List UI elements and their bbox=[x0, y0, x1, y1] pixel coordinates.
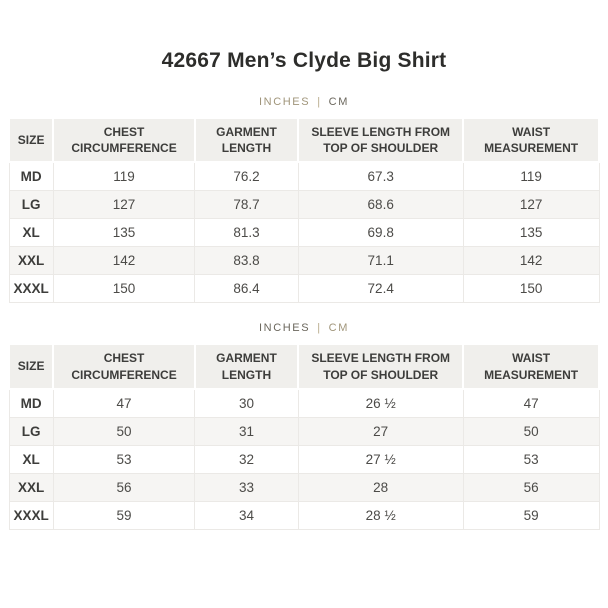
value-cell: 72.4 bbox=[297, 274, 464, 304]
header-cell: WAIST MEASUREMENT bbox=[462, 343, 600, 390]
cm-option[interactable]: CM bbox=[328, 96, 349, 108]
size-cell: XXXL bbox=[8, 500, 54, 530]
header-cell: SIZE bbox=[7, 116, 55, 164]
size-cell: MD bbox=[8, 388, 54, 418]
value-cell: 150 bbox=[52, 274, 196, 304]
value-cell: 127 bbox=[52, 190, 196, 220]
value-cell: 81.3 bbox=[194, 218, 299, 248]
inches-option[interactable]: INCHES bbox=[259, 322, 311, 335]
value-cell: 83.8 bbox=[194, 246, 299, 276]
header-cell: CHEST CIRCUMFERENCE bbox=[52, 116, 196, 164]
value-cell: 135 bbox=[52, 218, 196, 248]
value-cell: 50 bbox=[462, 416, 600, 446]
size-cell: XXL bbox=[8, 246, 54, 276]
header-cell: SLEEVE LENGTH FROM TOP OF SHOULDER bbox=[297, 116, 465, 164]
value-cell: 71.1 bbox=[297, 246, 464, 276]
table-row: XXXL 150 86.4 72.4 150 bbox=[8, 274, 600, 304]
cm-option[interactable]: CM bbox=[328, 322, 349, 335]
toggle-separator: | bbox=[317, 96, 322, 108]
size-chart-table-cm: SIZE CHEST CIRCUMFERENCE GARMENT LENGTH SLE… bbox=[7, 116, 600, 304]
header-cell: GARMENT LENGTH bbox=[193, 343, 300, 390]
value-cell: 27 ½ bbox=[297, 444, 464, 474]
value-cell: 69.8 bbox=[297, 218, 464, 248]
size-cell: XL bbox=[8, 444, 54, 474]
toggle-separator: | bbox=[317, 322, 322, 335]
value-cell: 28 ½ bbox=[297, 500, 464, 530]
table-row: XL 53 32 27 ½ 53 bbox=[8, 444, 600, 474]
value-cell: 142 bbox=[52, 246, 196, 276]
value-cell: 86.4 bbox=[194, 274, 299, 304]
table-row: LG 50 31 27 50 bbox=[8, 416, 600, 446]
value-cell: 31 bbox=[194, 416, 299, 446]
value-cell: 119 bbox=[462, 161, 600, 192]
value-cell: 59 bbox=[52, 500, 196, 530]
value-cell: 142 bbox=[462, 246, 600, 276]
header-cell: SIZE bbox=[7, 343, 55, 390]
table-row: LG 127 78.7 68.6 127 bbox=[8, 190, 600, 220]
unit-toggle-cm-table: INCHES | CM bbox=[8, 96, 600, 108]
value-cell: 59 bbox=[462, 500, 600, 530]
value-cell: 27 bbox=[297, 416, 464, 446]
size-chart-page: 42667 Men’s Clyde Big Shirt INCHES | CM SI… bbox=[7, 49, 600, 530]
inches-option[interactable]: INCHES bbox=[259, 96, 311, 108]
value-cell: 119 bbox=[52, 161, 196, 192]
value-cell: 50 bbox=[52, 416, 196, 446]
size-cell: MD bbox=[8, 161, 54, 192]
value-cell: 67.3 bbox=[297, 161, 464, 192]
value-cell: 32 bbox=[194, 444, 299, 474]
header-cell: CHEST CIRCUMFERENCE bbox=[52, 343, 196, 390]
unit-toggle-inches-table: INCHES | CM bbox=[8, 322, 600, 334]
size-cell: XXXL bbox=[8, 274, 54, 304]
size-cell: XL bbox=[8, 218, 54, 248]
value-cell: 127 bbox=[462, 190, 600, 220]
value-cell: 56 bbox=[52, 472, 196, 502]
value-cell: 34 bbox=[194, 500, 299, 530]
header-row: SIZE CHEST CIRCUMFERENCE GARMENT LENGTH SLE… bbox=[7, 343, 600, 390]
value-cell: 53 bbox=[462, 444, 600, 474]
size-cell: XXL bbox=[8, 472, 54, 502]
size-cell: LG bbox=[8, 190, 54, 220]
table-row: XXL 142 83.8 71.1 142 bbox=[8, 246, 600, 276]
value-cell: 30 bbox=[194, 388, 299, 418]
value-cell: 53 bbox=[52, 444, 196, 474]
header-cell: GARMENT LENGTH bbox=[193, 116, 300, 164]
table-row: MD 119 76.2 67.3 119 bbox=[8, 161, 600, 192]
value-cell: 135 bbox=[462, 218, 600, 248]
page-title: 42667 Men’s Clyde Big Shirt bbox=[161, 49, 447, 72]
value-cell: 28 bbox=[297, 472, 464, 502]
table-row: XXXL 59 34 28 ½ 59 bbox=[8, 500, 600, 530]
value-cell: 78.7 bbox=[194, 190, 299, 220]
size-chart-table-inches: SIZE CHEST CIRCUMFERENCE GARMENT LENGTH SLE… bbox=[7, 343, 600, 530]
value-cell: 68.6 bbox=[297, 190, 464, 220]
value-cell: 76.2 bbox=[194, 161, 299, 192]
table-row: XL 135 81.3 69.8 135 bbox=[8, 218, 600, 248]
value-cell: 56 bbox=[462, 472, 600, 502]
value-cell: 47 bbox=[462, 388, 600, 418]
value-cell: 26 ½ bbox=[297, 388, 464, 418]
table-row: XXL 56 33 28 56 bbox=[8, 472, 600, 502]
value-cell: 33 bbox=[194, 472, 299, 502]
header-cell: SLEEVE LENGTH FROM TOP OF SHOULDER bbox=[297, 343, 465, 390]
value-cell: 47 bbox=[52, 388, 196, 418]
header-row: SIZE CHEST CIRCUMFERENCE GARMENT LENGTH SLE… bbox=[7, 116, 600, 164]
table-row: MD 47 30 26 ½ 47 bbox=[8, 388, 600, 418]
header-cell: WAIST MEASUREMENT bbox=[462, 116, 600, 164]
value-cell: 150 bbox=[462, 274, 600, 304]
size-cell: LG bbox=[8, 416, 54, 446]
